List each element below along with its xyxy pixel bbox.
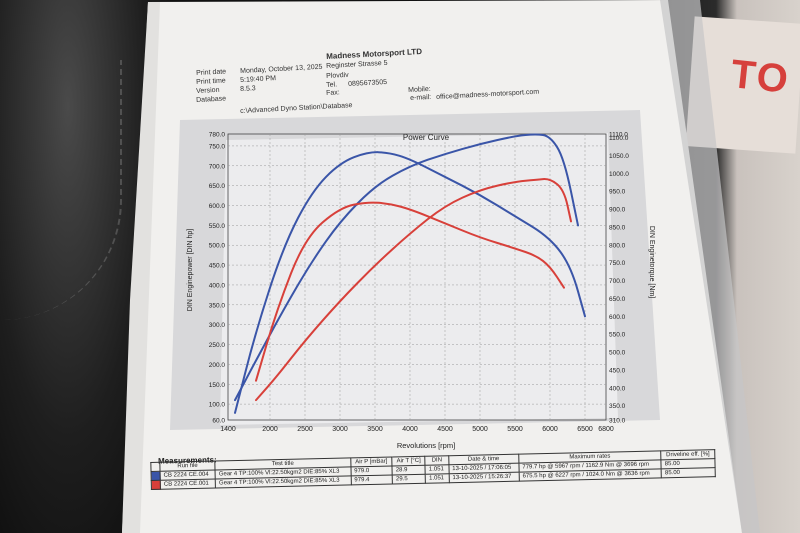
x-tick-label: 5500 [507, 426, 523, 433]
y2-tick-label: 700.0 [609, 278, 626, 285]
y-tick-label: 350.0 [209, 302, 226, 309]
y2-tick-label: 1050.0 [609, 153, 629, 160]
y-tick-label: 750.0 [209, 143, 226, 150]
y2-tick-label: 800.0 [609, 242, 626, 249]
x-tick-label: 1400 [220, 426, 236, 433]
x-tick-label: 5000 [472, 426, 488, 433]
y2-tick-label: 650.0 [609, 296, 626, 303]
y2-tick-label: 600.0 [609, 314, 626, 321]
measurements-table: Run file Test title Air P [mBar] Air T [… [150, 449, 716, 490]
y-tick-label: 100.0 [209, 402, 226, 409]
x-tick-label: 3000 [332, 426, 348, 433]
y2-tick-label: 1110.0 [609, 132, 628, 139]
y2-tick-label: 450.0 [609, 367, 626, 374]
y2-axis-label: DIN Enginetorque [Nm] [648, 226, 655, 298]
x-axis-label: Revolutions [rpm] [397, 441, 455, 450]
y2-tick-label: 550.0 [609, 332, 626, 339]
y2-tick-label: 750.0 [609, 260, 626, 267]
x-tick-label: 2000 [262, 426, 278, 433]
y-axis-ticks: 780.0 750.0 700.0 650.0 600.0 550.0 500.0 450.0… [209, 132, 226, 425]
driveline-eff-cell: 85.00 [661, 467, 716, 478]
x-tick-label: 4000 [402, 426, 418, 433]
x-tick-label: 4500 [437, 426, 453, 433]
y-tick-label: 200.0 [209, 362, 226, 369]
run-color-swatch [151, 471, 161, 481]
chart-grid [227, 133, 607, 421]
y-tick-label: 450.0 [209, 263, 226, 270]
y2-tick-label: 400.0 [609, 385, 626, 392]
x-tick-label: 3500 [367, 426, 383, 433]
plot-frame [227, 133, 607, 421]
y-tick-label: 550.0 [209, 223, 226, 230]
y-tick-label: 600.0 [209, 203, 226, 210]
air-p-cell: 979.4 [350, 475, 393, 485]
series-line-0 [234, 133, 579, 402]
din-cell: 1.051 [425, 473, 450, 484]
y-tick-label: 60.0 [212, 418, 225, 425]
y-tick-label: 650.0 [209, 183, 226, 190]
datetime-cell: 13-10-2025 / 15:26:37 [448, 472, 520, 483]
y-axis-label: DIN Enginepower [DIN hp] [187, 229, 194, 312]
y-tick-label: 150.0 [209, 382, 226, 389]
chart-series [234, 133, 586, 414]
x-tick-label: 2500 [297, 426, 313, 433]
y2-tick-label: 310.0 [609, 418, 626, 425]
chart-title: Power Curve [403, 133, 450, 142]
y-tick-label: 500.0 [209, 243, 226, 250]
y2-tick-label: 950.0 [609, 189, 626, 196]
series-line-3 [255, 201, 565, 382]
y-tick-label: 700.0 [209, 163, 226, 170]
y2-tick-label: 500.0 [609, 350, 626, 357]
y2-tick-label: 1000.0 [609, 171, 629, 178]
series-line-2 [255, 178, 572, 402]
x-tick-label: 6000 [542, 426, 558, 433]
y-tick-label: 400.0 [209, 282, 226, 289]
y2-tick-label: 850.0 [609, 224, 626, 231]
x-axis-ticks: 1400 2000 2500 3000 3500 4000 4500 5000 5500 6000… [220, 426, 614, 433]
table-header-swatch [150, 462, 161, 472]
air-t-cell: 29.5 [392, 474, 426, 485]
x-tick-label: 6800 [598, 426, 614, 433]
run-color-swatch [151, 480, 161, 490]
y2-tick-label: 350.0 [609, 403, 626, 410]
test-title-cell: Gear 4 TP:100% Vl:22.50kgm2 DIE:85% XL3 [215, 475, 352, 489]
series-line-1 [234, 151, 586, 414]
measurements-table-wrap: Run file Test title Air P [mBar] Air T [… [150, 435, 716, 518]
y2-tick-label: 900.0 [609, 207, 626, 214]
seat-stitching [0, 60, 122, 320]
y-tick-label: 300.0 [209, 322, 226, 329]
run-file-cell: CB 2224 CE.001 [160, 479, 216, 490]
y-tick-label: 250.0 [209, 342, 226, 349]
y2-tick-label: 1100.0 [609, 135, 629, 142]
x-tick-label: 6500 [577, 426, 593, 433]
y-tick-label: 780.0 [209, 132, 226, 139]
max-rates-cell: 675.5 hp @ 6227 rpm / 1024.0 Nm @ 3636 r… [518, 468, 662, 482]
